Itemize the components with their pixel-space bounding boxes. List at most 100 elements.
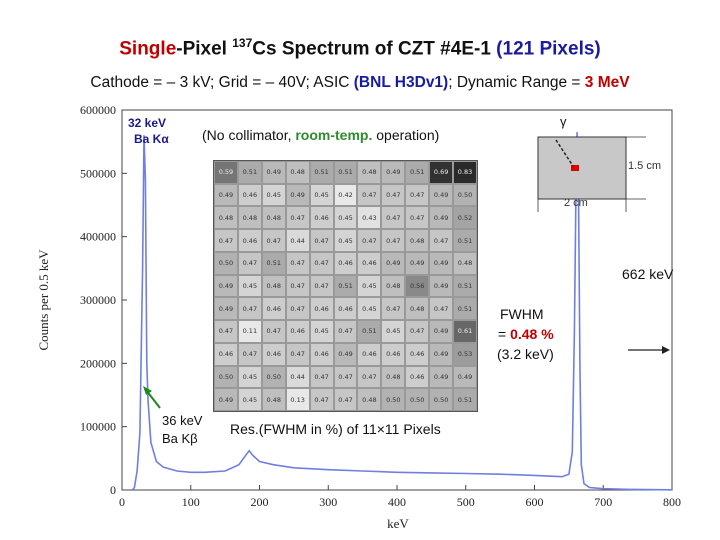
collimator-note-end: operation)	[372, 127, 440, 143]
heatmap-cell: 0.13	[285, 388, 310, 411]
resolution-map-caption: Res.(FWHM in %) of 11×11 Pixels	[230, 421, 441, 437]
x-tick-label: 400	[388, 495, 406, 509]
heatmap-cell: 0.51	[453, 297, 477, 321]
heatmap-cell: 0.51	[357, 320, 382, 343]
heatmap-cell: 0.49	[429, 274, 454, 298]
heatmap-cell: 0.47	[237, 297, 262, 321]
axis-ticks: 0 100 200 300 400 500 600 700 800 0 100000 200000 30…	[80, 103, 681, 509]
heatmap-cell: 0.49	[261, 161, 286, 184]
heatmap-cell: 0.46	[333, 251, 358, 275]
heatmap-cell: 0.47	[357, 365, 382, 389]
heatmap-cell: 0.47	[214, 229, 238, 252]
heatmap-cell: 0.48	[261, 206, 286, 230]
heatmap-cell: 0.49	[214, 183, 238, 207]
heatmap-cell: 0.49	[429, 365, 454, 389]
heatmap-cell: 0.46	[333, 297, 358, 321]
fwhm-kev: (3.2 keV)	[497, 346, 554, 362]
detector-box	[537, 136, 627, 200]
title-pixels: (121 Pixels)	[496, 38, 601, 60]
x-axis-label: keV	[387, 516, 409, 531]
subtitle-asic: (BNL H3Dv1)	[353, 74, 449, 91]
heatmap-cell: 0.61	[453, 320, 477, 343]
heatmap-cell: 0.47	[285, 342, 310, 366]
heatmap-cell: 0.47	[381, 229, 406, 252]
heatmap-cell: 0.45	[237, 388, 262, 411]
heatmap-cell: 0.45	[309, 320, 334, 343]
x-tick-label: 100	[182, 495, 200, 509]
heatmap-cell: 0.50	[261, 365, 286, 389]
y-tick-label: 0	[110, 483, 116, 497]
heatmap-cell: 0.45	[237, 365, 262, 389]
heatmap-cell: 0.48	[285, 161, 310, 184]
heatmap-cell: 0.47	[309, 274, 334, 298]
collimator-note: (No collimator, room-temp. operation)	[202, 127, 439, 143]
heatmap-cell: 0.48	[453, 251, 477, 275]
title-main: Cs Spectrum of CZT #4E-1	[252, 38, 497, 60]
kb-energy-label: 36 keV	[162, 413, 203, 428]
y-tick-label: 500000	[80, 166, 116, 180]
heatmap-cell: 0.47	[429, 297, 454, 321]
heatmap-cell: 0.46	[405, 365, 430, 389]
heatmap-cell: 0.51	[261, 251, 286, 275]
heatmap-cell: 0.46	[237, 229, 262, 252]
heatmap-cell: 0.45	[333, 229, 358, 252]
fwhm-arrowhead	[662, 346, 670, 354]
collimator-note-room-temp: room-temp.	[295, 127, 373, 143]
heatmap-cell: 0.49	[214, 274, 238, 298]
x-tick-label: 600	[526, 495, 544, 509]
heatmap-cell: 0.53	[453, 342, 477, 366]
heatmap-cell: 0.49	[429, 251, 454, 275]
heatmap-cell: 0.45	[309, 183, 334, 207]
x-tick-label: 200	[251, 495, 269, 509]
heatmap-cell: 0.47	[357, 183, 382, 207]
heatmap-cell: 0.49	[405, 251, 430, 275]
chart-subtitle: Cathode = – 3 kV; Grid = – 40V; ASIC (BN…	[0, 74, 720, 92]
heatmap-cell: 0.44	[285, 365, 310, 389]
subtitle-range-label: ; Dynamic Range =	[448, 74, 585, 91]
heatmap-cell: 0.45	[333, 206, 358, 230]
y-tick-label: 300000	[80, 293, 116, 307]
heatmap-cell: 0.46	[405, 342, 430, 366]
heatmap-cell: 0.50	[453, 183, 477, 207]
heatmap-cell: 0.49	[429, 320, 454, 343]
heatmap-cell: 0.47	[261, 320, 286, 343]
heatmap-cell: 0.50	[405, 388, 430, 411]
x-tick-label: 0	[119, 495, 125, 509]
heatmap-cell: 0.47	[405, 206, 430, 230]
gamma-path	[555, 139, 574, 167]
heatmap-cell: 0.47	[381, 206, 406, 230]
chart-title: Single-Pixel 137Cs Spectrum of CZT #4E-1…	[0, 36, 720, 60]
heatmap-cell: 0.47	[309, 251, 334, 275]
x-tick-label: 800	[663, 495, 681, 509]
x-tick-label: 500	[457, 495, 475, 509]
ka-energy-label: 32 keV	[128, 116, 167, 130]
title-pixel: -Pixel	[176, 38, 233, 60]
heatmap-cell: 0.49	[453, 365, 477, 389]
ka-line-label: Ba Kα	[134, 132, 169, 146]
heatmap-cell: 0.48	[405, 297, 430, 321]
heatmap-cell: 0.46	[261, 342, 286, 366]
heatmap-cell: 0.47	[333, 388, 358, 411]
heatmap-cell: 0.51	[453, 229, 477, 252]
heatmap-cell: 0.47	[285, 297, 310, 321]
heatmap-cell: 0.56	[405, 274, 430, 298]
heatmap-cell: 0.47	[214, 320, 238, 343]
heatmap-cell: 0.47	[333, 320, 358, 343]
heatmap-cell: 0.48	[357, 388, 382, 411]
heatmap-cell: 0.49	[381, 161, 406, 184]
heatmap-cell: 0.46	[309, 297, 334, 321]
heatmap-cell: 0.46	[261, 297, 286, 321]
height-dimension: 1.5 cm	[628, 160, 662, 172]
heatmap-cell: 0.51	[309, 161, 334, 184]
heatmap-cell: 0.46	[237, 183, 262, 207]
subtitle-range-value: 3 MeV	[584, 74, 630, 91]
gamma-symbol: γ	[560, 114, 567, 129]
heatmap-cell: 0.51	[453, 388, 477, 411]
heatmap-cell: 0.51	[405, 161, 430, 184]
kb-line-label: Ba Kβ	[162, 431, 198, 446]
heatmap-cell: 0.42	[333, 183, 358, 207]
heatmap-cell: 0.47	[381, 297, 406, 321]
heatmap-cell: 0.46	[309, 206, 334, 230]
heatmap-cell: 0.11	[237, 320, 262, 343]
